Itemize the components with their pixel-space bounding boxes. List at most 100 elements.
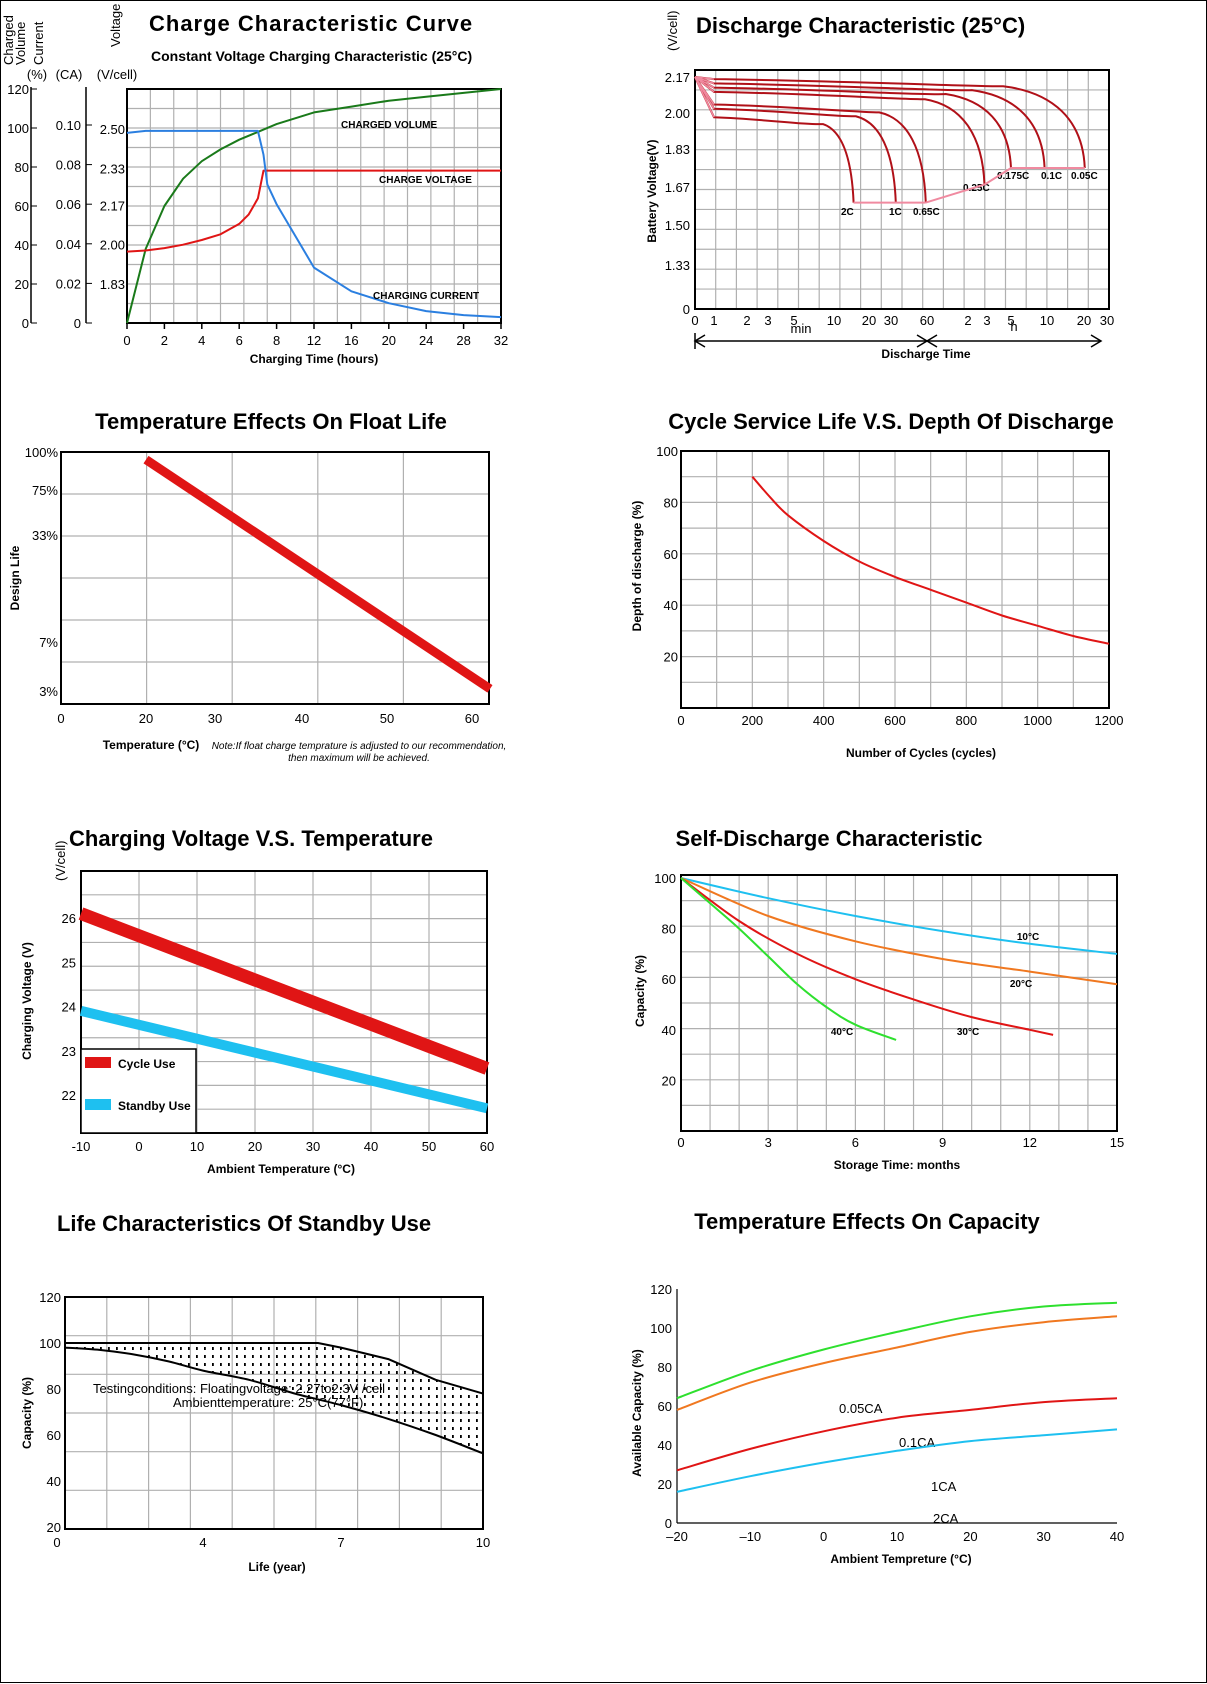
series-label: CHARGED VOLUME — [341, 120, 437, 131]
plot-frame — [80, 870, 488, 1134]
plot-frame — [60, 451, 490, 705]
y-tick-label: 40 — [662, 1023, 676, 1038]
chart-title: Charging Voltage V.S. Temperature — [69, 826, 433, 851]
x-axis-label: Life (year) — [248, 1560, 305, 1574]
x-tick-label: 6 — [236, 333, 243, 348]
x-tick-label: 16 — [344, 333, 358, 348]
y-tick-label: 80 — [662, 922, 676, 937]
x-tick-label: 2 — [964, 313, 971, 328]
series-label: 0.05C — [1071, 171, 1098, 182]
y-axis-label: Capacity (%) — [633, 955, 647, 1027]
x-tick-label: 0 — [677, 1135, 684, 1150]
y-tick-label: 80 — [658, 1360, 672, 1375]
voltage-tick-label: 2.00 — [100, 238, 125, 253]
x-tick-label: 20 — [139, 711, 153, 726]
y-unit: (V/cell) — [53, 841, 68, 881]
series-label: 0.175C — [997, 171, 1029, 182]
y-tick-label: 7% — [39, 635, 58, 650]
y-tick-label: 20 — [47, 1520, 61, 1535]
x-tick-label: 2 — [161, 333, 168, 348]
series-standby-use — [79, 1006, 489, 1114]
chart-title: Life Characteristics Of Standby Use — [57, 1211, 431, 1236]
gridlines — [127, 89, 501, 323]
x-tick-label: 20 — [862, 313, 876, 328]
curve-30°C — [680, 877, 1054, 1036]
series-charge-voltage — [126, 169, 501, 253]
plot-frame — [680, 874, 1118, 1132]
x-tick-label: 1000 — [1023, 713, 1052, 728]
range-label: h — [1010, 319, 1017, 334]
y-tick-label: 3% — [39, 684, 58, 699]
discharge-curve-0.175C — [694, 76, 1012, 169]
dod-curve — [751, 476, 1110, 645]
y-tick-label: 1.33 — [665, 258, 690, 273]
x-tick-label: 7 — [337, 1535, 344, 1550]
plot-frame — [694, 69, 1110, 310]
self-discharge-chart: Self-Discharge Characteristic 0 3 6 9 12 15 20 4… — [633, 826, 1124, 1172]
x-axis-label: Storage Time: months — [834, 1158, 961, 1172]
x-axis-label: Ambient Tempreture (°C) — [830, 1552, 971, 1566]
note-line-2: then maximum will be achieved. — [288, 753, 430, 764]
series-label: CHARGING CURRENT — [373, 291, 479, 302]
x-tick-label: 10 — [476, 1535, 490, 1550]
series-label: 0.05CA — [839, 1401, 883, 1416]
y-tick-label: 1.83 — [665, 142, 690, 157]
chart-title: Discharge Characteristic (25°C) — [696, 13, 1025, 38]
discharge-curve-1C — [694, 76, 897, 203]
y-tick-label: 20 — [662, 1073, 676, 1088]
chart-subtitle: Constant Voltage Charging Characteristic… — [151, 48, 472, 64]
x-tick-label: 0 — [691, 313, 698, 328]
discharge-curve-0.05C — [694, 76, 1086, 169]
x-tick-label: -10 — [72, 1139, 91, 1154]
curve-10°C — [680, 877, 1118, 955]
life-band-fill — [65, 1343, 483, 1454]
voltage-tick-label: 1.83 — [100, 277, 125, 292]
x-tick-label: 4 — [199, 1535, 206, 1550]
series-charging-current — [126, 129, 502, 319]
life-lower-curve — [64, 1346, 484, 1455]
volume-tick-label: 60 — [15, 199, 29, 214]
life-upper-curve — [65, 1342, 484, 1395]
y-tick-label: 75% — [32, 483, 58, 498]
y-tick-label: 120 — [39, 1290, 61, 1305]
y-tick-label: 0 — [665, 1516, 672, 1531]
axis-unit: (CA) — [56, 67, 83, 82]
x-tick-label: 50 — [380, 711, 394, 726]
discharge-curve-0.1C — [694, 76, 1046, 169]
y-unit: (V/cell) — [665, 11, 680, 51]
volume-tick-label: 0 — [22, 316, 29, 331]
arrow-head — [1090, 334, 1103, 348]
x-tick-label: 1200 — [1095, 713, 1124, 728]
x-tick-label: 50 — [422, 1139, 436, 1154]
curve-2CA — [676, 1428, 1118, 1493]
x-axis-label: Ambient Temperature (°C) — [207, 1162, 355, 1176]
series-label: 0.65C — [913, 207, 940, 218]
curve-0.05CA — [676, 1301, 1118, 1400]
x-tick-label: 8 — [273, 333, 280, 348]
chart-title: Charge Characteristic Curve — [149, 11, 473, 36]
y-tick-label: 60 — [664, 547, 678, 562]
y-tick-label: 1.67 — [665, 180, 690, 195]
x-tick-label: 32 — [494, 333, 508, 348]
current-tick-label: 0 — [74, 316, 81, 331]
x-tick-label: 20 — [963, 1529, 977, 1544]
x-tick-label: 30 — [306, 1139, 320, 1154]
discharge-curve-2C — [694, 76, 855, 203]
y-tick-label: 33% — [32, 528, 58, 543]
y-tick-label: 23 — [62, 1044, 76, 1059]
legend-label: Cycle Use — [118, 1057, 176, 1071]
y-tick-label: 20 — [664, 650, 678, 665]
series-label: 30°C — [957, 1027, 979, 1038]
series-label: 0.25C — [963, 183, 990, 194]
y-tick-label: 1.50 — [665, 218, 690, 233]
x-tick-label: 30 — [1100, 313, 1114, 328]
current-tick-label: 0.06 — [56, 197, 81, 212]
charging-voltage-chart: Charging Voltage V.S. Temperature(V/cell… — [20, 826, 494, 1176]
x-tick-label: 20 — [1077, 313, 1091, 328]
x-tick-label: 5 — [790, 313, 797, 328]
cycle-life-chart: Cycle Service Life V.S. Depth Of Dischar… — [630, 409, 1123, 760]
float-life-chart: Temperature Effects On Float Life 0 20 30 40… — [8, 409, 506, 764]
y-tick-label: 60 — [658, 1399, 672, 1414]
x-tick-label: 200 — [741, 713, 763, 728]
